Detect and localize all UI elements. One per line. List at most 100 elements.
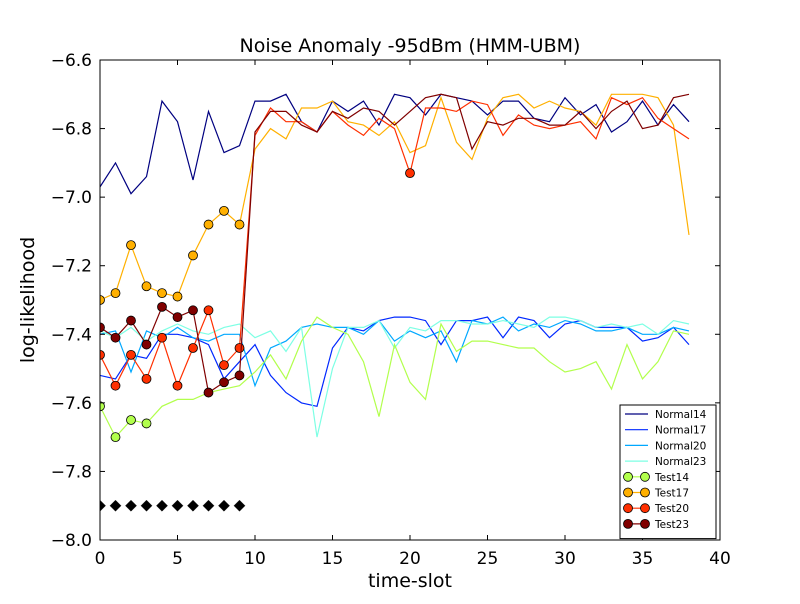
legend-label: Normal23 — [655, 456, 706, 468]
legend-swatch-marker — [640, 503, 650, 514]
diamond-point — [125, 499, 137, 512]
test23-point — [110, 332, 121, 343]
series-test23 — [100, 93, 690, 398]
x-tick-label: 15 — [322, 549, 344, 569]
legend-label: Test23 — [654, 519, 689, 531]
legend-label: Test20 — [654, 503, 689, 515]
test20-point — [141, 373, 152, 384]
diamond-point — [233, 499, 246, 512]
test17-point — [172, 291, 183, 302]
axis-ticks: 0 5 10 15 20 25 30 35 40 −8.0 −7.8 −7.6 −7.4 −7.2 −7.0… — [51, 51, 731, 569]
legend-swatch-marker — [640, 519, 650, 529]
legend-item-normal14: Normal14 — [625, 409, 707, 421]
legend-label: Test14 — [654, 472, 689, 484]
test20-point — [157, 332, 167, 343]
series-test14 — [100, 316, 690, 443]
y-tick-label: −7.4 — [51, 325, 92, 345]
legend-item-test23: Test23 — [623, 519, 689, 531]
test17-point — [219, 205, 229, 216]
series-series-8 — [100, 499, 246, 512]
x-tick-label: 40 — [709, 549, 731, 569]
test23-point — [234, 370, 245, 381]
legend-item-test20: Test20 — [623, 503, 689, 515]
legend-swatch-marker — [623, 503, 633, 514]
test23-point — [203, 387, 214, 398]
legend-item-normal17: Normal17 — [625, 425, 706, 437]
x-tick-label: 25 — [477, 549, 499, 569]
test23-point — [141, 339, 152, 350]
test20-point — [203, 305, 214, 316]
legend-label: Normal20 — [655, 440, 706, 452]
test23-point — [100, 322, 105, 333]
test20-point — [234, 343, 245, 353]
chart-title: Noise Anomaly -95dBm (HMM-UBM) — [240, 35, 581, 57]
test14-point — [141, 418, 152, 429]
diamond-point — [171, 499, 184, 512]
legend-swatch-marker — [623, 471, 633, 482]
y-tick-label: −7.2 — [51, 257, 92, 277]
legend-label: Normal17 — [655, 425, 706, 437]
x-tick-label: 35 — [632, 549, 654, 569]
y-tick-label: −6.6 — [51, 51, 92, 71]
test20-point — [100, 349, 105, 360]
test23-point — [126, 315, 136, 326]
y-axis-label: log-likelihood — [17, 237, 39, 363]
series-normal14 — [100, 93, 690, 195]
y-tick-label: −7.8 — [51, 462, 92, 482]
legend-item-normal20: Normal20 — [625, 440, 706, 452]
test17-point — [141, 281, 152, 292]
x-tick-label: 5 — [172, 549, 183, 569]
test20-point — [172, 380, 183, 391]
test23-point — [219, 377, 229, 388]
test20-point — [188, 343, 198, 353]
series-normal23 — [100, 316, 690, 438]
diamond-point — [218, 499, 230, 512]
y-tick-label: −8.0 — [51, 531, 92, 551]
test14-point — [126, 415, 136, 425]
test23-point — [188, 305, 198, 316]
legend-item-test14: Test14 — [623, 471, 689, 484]
legend-item-test17: Test17 — [623, 487, 689, 500]
test17-point — [126, 240, 136, 251]
test17-point — [188, 250, 198, 261]
y-tick-label: −7.6 — [51, 394, 92, 414]
x-tick-label: 20 — [399, 549, 421, 569]
legend-box — [619, 404, 717, 540]
legend-swatch-marker — [640, 487, 650, 498]
test20-point — [110, 380, 121, 391]
test20-point — [126, 349, 136, 360]
test17-line — [100, 93, 690, 301]
legend: Normal14 Normal17 Normal20 Normal23 Test14 Te… — [619, 404, 717, 540]
diamond-point — [100, 499, 106, 512]
test14-point — [100, 401, 105, 412]
test14-point — [110, 432, 121, 443]
diamond-point — [140, 499, 153, 512]
x-tick-label: 10 — [244, 549, 266, 569]
diamond-point — [187, 499, 199, 512]
normal14-line — [100, 93, 690, 195]
legend-label: Normal14 — [655, 409, 707, 421]
test20-point — [405, 168, 415, 179]
test23-point — [172, 312, 183, 323]
diamond-point — [202, 499, 215, 512]
diamond-point — [109, 499, 122, 512]
series-test17 — [100, 93, 690, 305]
x-axis-label: time-slot — [368, 570, 452, 592]
y-tick-label: −6.8 — [51, 120, 92, 140]
test23-point — [157, 301, 167, 312]
normal23-line — [100, 316, 690, 438]
plot-area — [100, 93, 690, 512]
test17-point — [100, 295, 105, 305]
test17-point — [110, 288, 121, 299]
x-tick-label: 30 — [554, 549, 576, 569]
y-tick-label: −7.0 — [51, 188, 92, 208]
legend-swatch-marker — [623, 487, 633, 498]
test20-point — [219, 360, 229, 371]
test17-point — [234, 219, 245, 230]
legend-item-normal23: Normal23 — [625, 456, 706, 468]
test14-line — [100, 316, 690, 439]
diamond-point — [156, 499, 168, 512]
test17-point — [157, 288, 167, 299]
